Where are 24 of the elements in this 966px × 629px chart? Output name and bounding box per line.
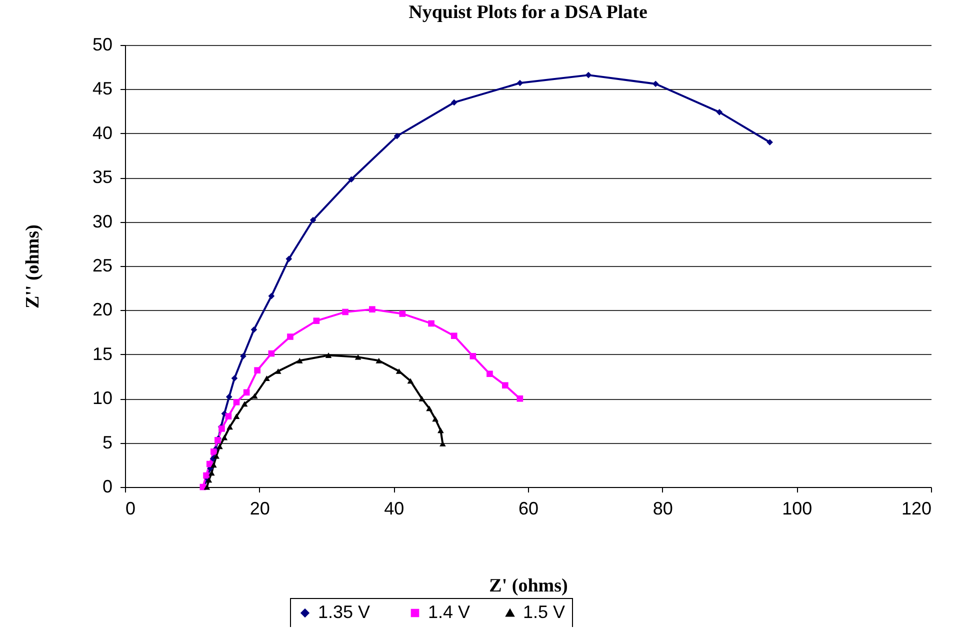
x-tick-label: 20 bbox=[250, 498, 270, 518]
y-tick-label: 0 bbox=[102, 476, 112, 496]
y-tick-label: 45 bbox=[92, 78, 112, 99]
y-tick-label: 50 bbox=[92, 34, 112, 54]
y-tick-label: 10 bbox=[92, 388, 112, 408]
y-axis-title: Z'' (ohms) bbox=[22, 224, 44, 308]
x-axis-title: Z' (ohms) bbox=[489, 576, 568, 596]
x-tick-label: 80 bbox=[652, 498, 673, 518]
legend-label: 1.5 V bbox=[523, 602, 566, 622]
y-tick-label: 25 bbox=[92, 256, 112, 276]
y-tick-label: 30 bbox=[92, 211, 112, 232]
x-tick-label: 40 bbox=[384, 498, 404, 518]
x-tick-label: 120 bbox=[901, 498, 932, 518]
y-tick-label: 35 bbox=[92, 167, 112, 188]
y-tick-label: 40 bbox=[92, 122, 112, 143]
x-tick-label: 60 bbox=[518, 498, 539, 518]
x-tick-label: 0 bbox=[126, 498, 136, 518]
chart-title: Nyquist Plots for a DSA Plate bbox=[408, 2, 648, 23]
legend-label: 1.4 V bbox=[428, 602, 470, 622]
x-tick-label: 100 bbox=[782, 498, 812, 518]
y-tick-label: 5 bbox=[102, 432, 112, 452]
legend-label: 1.35 V bbox=[318, 602, 370, 622]
y-tick-label: 20 bbox=[92, 300, 112, 320]
y-tick-label: 15 bbox=[92, 344, 112, 364]
